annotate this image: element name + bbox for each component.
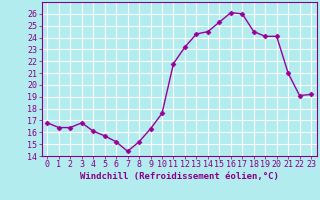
X-axis label: Windchill (Refroidissement éolien,°C): Windchill (Refroidissement éolien,°C) [80, 172, 279, 181]
